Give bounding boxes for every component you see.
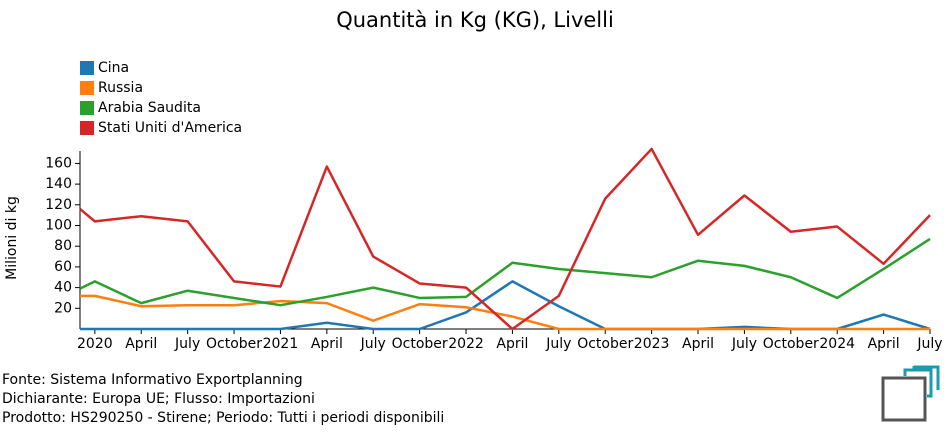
x-tick-label: October xyxy=(763,336,819,352)
y-axis-label: Milioni di kg xyxy=(4,196,20,280)
y-tick-label: 80 xyxy=(54,238,72,254)
y-tick-label: 100 xyxy=(45,218,72,234)
x-tick-label: July xyxy=(916,336,942,352)
x-tick-label: 2020 xyxy=(77,336,113,352)
x-tick-label: October xyxy=(577,336,633,352)
legend-label: Russia xyxy=(98,80,143,96)
x-tick-label: July xyxy=(545,336,571,352)
x-tick-label: July xyxy=(360,336,386,352)
x-tick-label: April xyxy=(311,336,343,352)
legend-swatch xyxy=(80,61,94,75)
x-tick-label: October xyxy=(206,336,262,352)
logo-mark xyxy=(903,368,933,398)
logo-box xyxy=(881,376,927,422)
legend-swatch xyxy=(80,101,94,115)
legend-label: Cina xyxy=(98,60,129,76)
legend-swatch xyxy=(80,81,94,95)
y-tick-label: 20 xyxy=(54,300,72,316)
legend-label: Stati Uniti d'America xyxy=(98,120,242,136)
x-tick-label: April xyxy=(496,336,528,352)
legend-label: Arabia Saudita xyxy=(98,100,201,116)
x-tick-label: 2023 xyxy=(634,336,670,352)
x-tick-label: October xyxy=(392,336,448,352)
x-tick-label: April xyxy=(682,336,714,352)
y-tick-label: 120 xyxy=(45,197,72,213)
series-line xyxy=(79,237,931,307)
footer-text: Fonte: Sistema Informativo Exportplannin… xyxy=(2,372,303,388)
y-tick-label: 60 xyxy=(54,259,72,275)
logo-mark xyxy=(912,365,940,390)
footer-text: Dichiarante: Europa UE; Flusso: Importaz… xyxy=(2,391,315,407)
x-tick-label: 2021 xyxy=(263,336,299,352)
x-tick-label: July xyxy=(731,336,757,352)
y-tick-label: 40 xyxy=(54,280,72,296)
x-tick-label: 2022 xyxy=(448,336,484,352)
logo xyxy=(881,365,940,422)
series-line xyxy=(79,147,931,331)
x-tick-label: July xyxy=(174,336,200,352)
y-tick-label: 160 xyxy=(45,155,72,171)
legend-swatch xyxy=(80,121,94,135)
y-tick-label: 140 xyxy=(45,176,72,192)
x-tick-label: April xyxy=(868,336,900,352)
footer-text: Prodotto: HS290250 - Stirene; Periodo: T… xyxy=(2,410,444,426)
x-tick-label: April xyxy=(125,336,157,352)
x-tick-label: 2024 xyxy=(819,336,855,352)
chart-title: Quantità in Kg (KG), Livelli xyxy=(336,8,614,32)
series-line xyxy=(80,294,930,331)
